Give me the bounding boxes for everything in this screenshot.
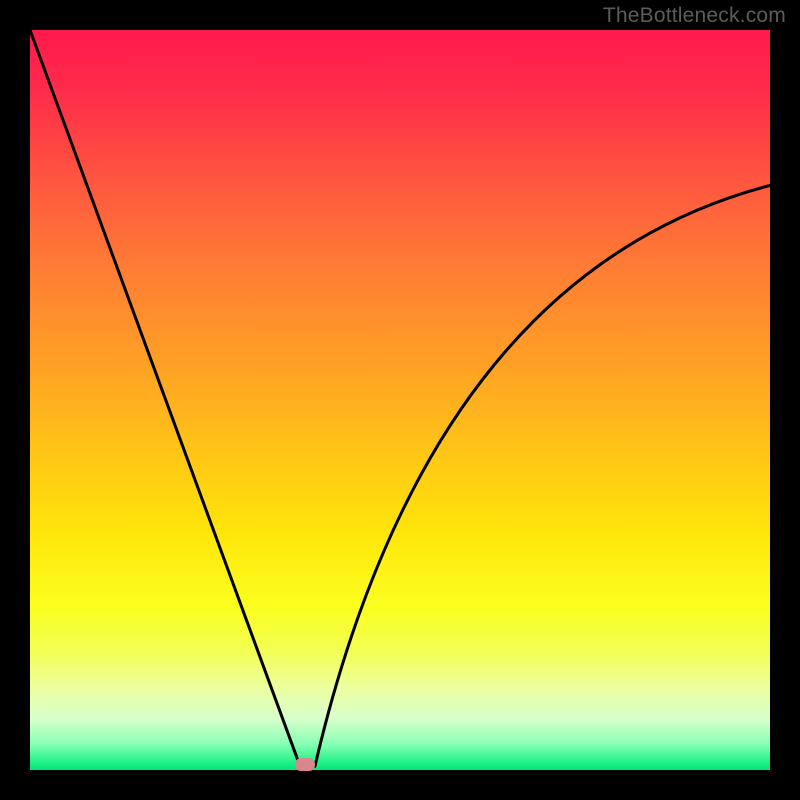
optimum-marker — [295, 758, 315, 771]
chart-container: TheBottleneck.com — [0, 0, 800, 800]
plot-area — [30, 30, 770, 770]
watermark-text: TheBottleneck.com — [603, 4, 786, 28]
gradient-background — [30, 30, 770, 770]
